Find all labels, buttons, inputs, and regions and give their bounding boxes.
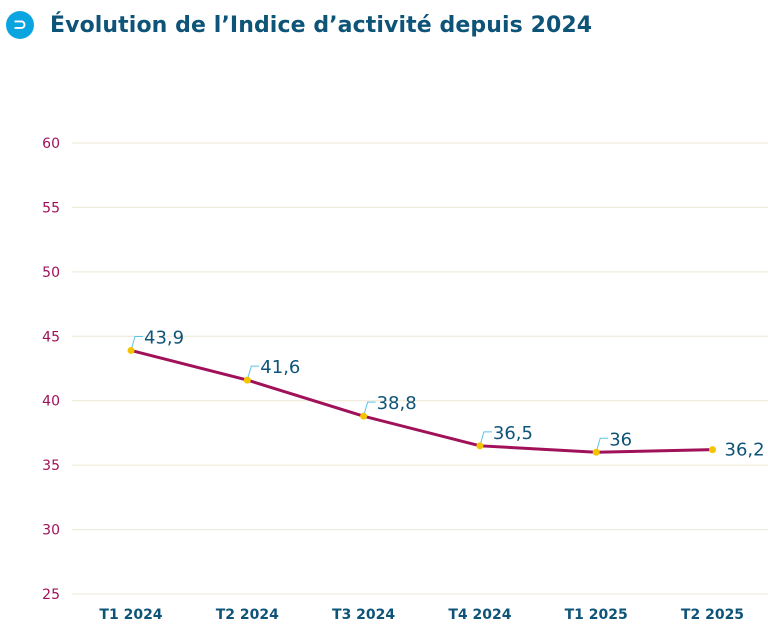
data-label: 36 xyxy=(609,429,632,450)
data-point xyxy=(709,446,716,454)
label-connector xyxy=(363,401,376,417)
data-point xyxy=(592,448,600,456)
y-tick-label: 55 xyxy=(42,200,60,216)
y-tick-label: 40 xyxy=(42,394,60,410)
y-tick-label: 45 xyxy=(42,329,60,345)
data-point xyxy=(476,442,484,450)
chart-title: Évolution de l’Indice d’activité depuis … xyxy=(50,12,593,38)
data-label: 41,6 xyxy=(260,357,300,378)
data-point xyxy=(243,376,251,384)
y-tick-label: 30 xyxy=(42,523,60,539)
data-point xyxy=(127,346,135,354)
x-tick-label: T2 2024 xyxy=(216,607,279,623)
x-tick-label: T1 2024 xyxy=(99,607,162,623)
data-point xyxy=(360,412,368,420)
y-tick-label: 50 xyxy=(42,265,60,281)
data-label: 36,5 xyxy=(493,423,533,444)
x-tick-label: T1 2025 xyxy=(565,607,628,623)
data-label: 38,8 xyxy=(377,393,417,414)
label-connector xyxy=(479,431,492,446)
label-connector xyxy=(246,365,260,381)
data-label: 36,2 xyxy=(725,440,765,461)
y-tick-label: 25 xyxy=(42,587,60,603)
chart-header: ⊃ Évolution de l’Indice d’activité depui… xyxy=(6,8,592,42)
y-tick-label: 35 xyxy=(42,458,60,474)
circle-arrow-icon: ⊃ xyxy=(6,11,34,39)
series-line xyxy=(129,348,714,454)
x-tick-label: T4 2024 xyxy=(448,607,511,623)
label-connector xyxy=(595,437,609,453)
y-tick-label: 60 xyxy=(42,136,60,152)
data-label: 43,9 xyxy=(144,327,184,348)
x-tick-label: T2 2025 xyxy=(681,607,744,623)
label-connector xyxy=(130,335,143,351)
x-tick-label: T3 2024 xyxy=(332,607,395,623)
